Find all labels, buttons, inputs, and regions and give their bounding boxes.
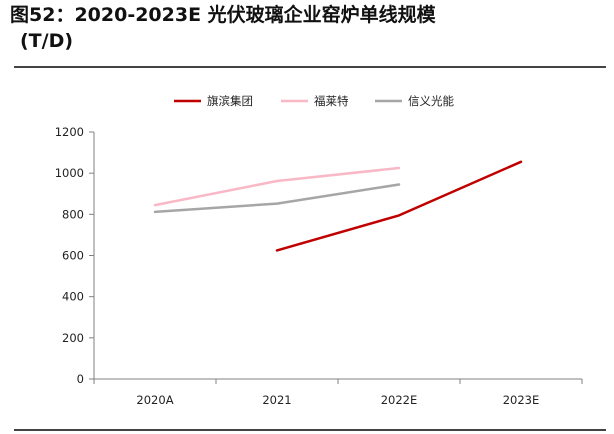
x-tick-label: 2020A	[136, 393, 173, 407]
legend-label: 信义光能	[408, 94, 454, 108]
y-tick-label: 400	[62, 290, 84, 304]
axes: 0 200 400 600 800 1000 1200 2020A 2021 2022E 2023E	[55, 125, 583, 407]
y-tick-label: 200	[62, 331, 84, 345]
title-line-2: (T/D)	[20, 30, 74, 52]
title-line-1: 图52：2020-2023E 光伏玻璃企业窑炉单线规模	[10, 4, 436, 26]
top-divider	[14, 66, 606, 68]
series-line-3	[153, 183, 401, 214]
x-tick-label: 2023E	[503, 393, 540, 407]
legend: 旗滨集团 福莱特 信义光能	[174, 94, 454, 108]
y-tick-label: 1200	[55, 125, 84, 139]
y-tick-label: 800	[62, 207, 84, 221]
x-tick-label: 2022E	[381, 393, 418, 407]
legend-label: 福莱特	[314, 94, 349, 108]
y-tick-label: 1000	[55, 166, 84, 180]
chart-title: 图52：2020-2023E 光伏玻璃企业窑炉单线规模 (T/D)	[10, 2, 610, 54]
y-tick-label: 0	[77, 372, 84, 386]
x-tick-label: 2021	[262, 393, 291, 407]
series-line-2	[153, 166, 401, 207]
legend-label: 旗滨集团	[207, 94, 253, 108]
bottom-divider	[14, 429, 606, 431]
y-tick-label: 600	[62, 249, 84, 263]
series-line-1	[275, 160, 523, 252]
series-lines	[153, 160, 523, 252]
